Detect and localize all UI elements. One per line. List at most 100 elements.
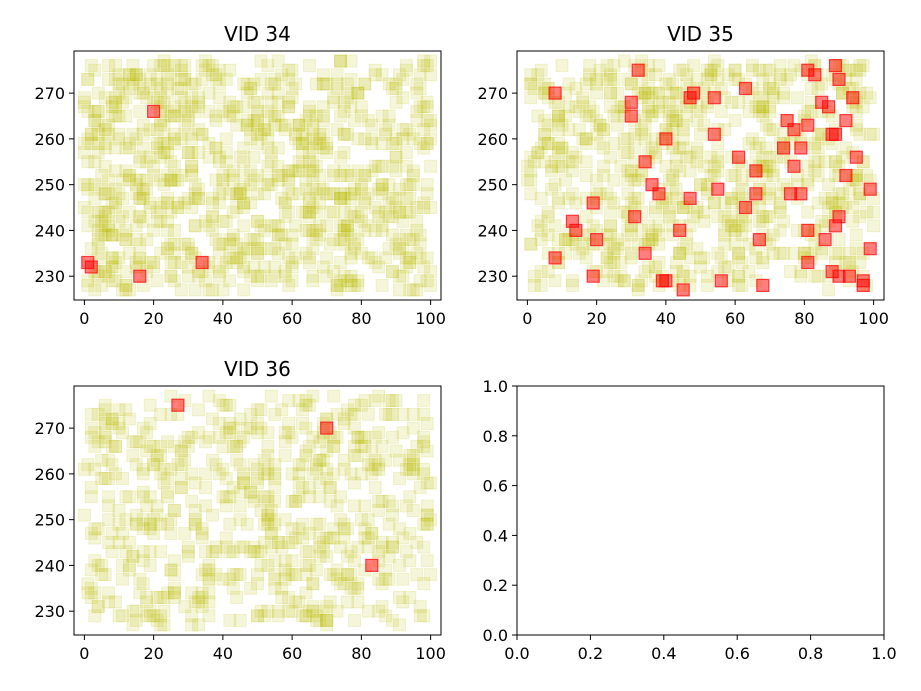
background-point bbox=[167, 109, 181, 123]
background-point bbox=[209, 141, 223, 155]
background-point bbox=[122, 246, 136, 260]
background-point bbox=[212, 77, 226, 91]
highlight-point bbox=[624, 95, 638, 109]
background-point bbox=[867, 205, 881, 219]
background-point bbox=[192, 618, 206, 632]
background-point bbox=[351, 274, 365, 288]
background-point bbox=[102, 453, 116, 467]
background-point bbox=[379, 251, 393, 265]
background-point bbox=[257, 467, 271, 481]
background-point bbox=[690, 146, 704, 160]
background-point bbox=[825, 191, 839, 205]
background-point bbox=[725, 219, 739, 233]
background-point bbox=[282, 205, 296, 219]
background-point bbox=[88, 462, 102, 476]
background-point bbox=[116, 95, 129, 109]
background-point bbox=[406, 407, 420, 421]
background-point bbox=[244, 269, 258, 283]
y-tick-label: 270 bbox=[477, 84, 508, 103]
background-point bbox=[154, 439, 168, 453]
background-point bbox=[645, 104, 659, 118]
background-point bbox=[98, 568, 112, 582]
background-point bbox=[292, 467, 306, 481]
y-tick-label: 250 bbox=[34, 511, 65, 530]
background-point bbox=[711, 164, 725, 178]
background-point bbox=[531, 219, 545, 233]
background-point bbox=[216, 283, 230, 297]
background-point bbox=[638, 118, 652, 132]
background-point bbox=[244, 581, 258, 595]
background-point bbox=[773, 196, 787, 210]
background-point bbox=[299, 223, 313, 237]
background-point bbox=[296, 517, 309, 531]
background-point bbox=[607, 196, 621, 210]
x-tick-label: 20 bbox=[143, 309, 163, 328]
background-point bbox=[327, 439, 341, 453]
background-point bbox=[576, 95, 590, 109]
background-point bbox=[223, 104, 237, 118]
background-point bbox=[704, 68, 718, 82]
background-point bbox=[247, 150, 261, 164]
background-point bbox=[323, 187, 337, 201]
background-point bbox=[704, 169, 718, 182]
background-point bbox=[112, 504, 126, 517]
background-point bbox=[143, 201, 157, 214]
background-point bbox=[212, 269, 226, 283]
background-point bbox=[102, 595, 116, 609]
background-point bbox=[251, 95, 264, 109]
background-point bbox=[188, 77, 202, 91]
background-point bbox=[129, 219, 143, 233]
background-point bbox=[756, 210, 770, 224]
background-point bbox=[244, 82, 258, 95]
background-point bbox=[212, 394, 226, 408]
background-point bbox=[330, 283, 344, 297]
background-point bbox=[81, 104, 95, 118]
background-point bbox=[292, 522, 306, 536]
background-point bbox=[732, 95, 746, 109]
background-point bbox=[88, 554, 102, 568]
background-point bbox=[334, 490, 348, 504]
background-point bbox=[233, 458, 247, 472]
background-point bbox=[524, 150, 538, 164]
background-point bbox=[773, 72, 787, 86]
background-point bbox=[271, 86, 285, 100]
background-point bbox=[140, 595, 154, 609]
background-point bbox=[842, 246, 856, 260]
background-point bbox=[174, 72, 188, 86]
background-point bbox=[178, 453, 192, 467]
background-point bbox=[337, 164, 351, 178]
background-point bbox=[403, 191, 417, 205]
background-point bbox=[825, 196, 839, 210]
background-point bbox=[652, 256, 666, 269]
background-point bbox=[289, 219, 303, 233]
background-point bbox=[579, 132, 593, 146]
background-point bbox=[174, 91, 188, 105]
background-point bbox=[254, 403, 268, 417]
background-point bbox=[752, 137, 766, 150]
background-point bbox=[524, 68, 538, 82]
background-point bbox=[424, 68, 438, 82]
background-point bbox=[161, 59, 174, 73]
background-point bbox=[375, 178, 389, 192]
background-point bbox=[268, 77, 282, 91]
background-point bbox=[167, 59, 181, 73]
background-point bbox=[621, 187, 635, 201]
background-point bbox=[299, 398, 313, 412]
highlight-point bbox=[738, 200, 753, 215]
background-point bbox=[330, 430, 344, 444]
background-point bbox=[313, 137, 327, 150]
background-point bbox=[358, 430, 372, 444]
background-point bbox=[84, 127, 98, 141]
background-point bbox=[88, 531, 102, 545]
background-point bbox=[707, 54, 721, 68]
background-point bbox=[341, 522, 354, 536]
background-point bbox=[337, 577, 351, 591]
background-point bbox=[700, 278, 714, 292]
background-point bbox=[157, 604, 171, 618]
background-point bbox=[223, 426, 237, 440]
highlight-point bbox=[707, 91, 721, 105]
background-point bbox=[735, 182, 749, 196]
background-point bbox=[811, 127, 825, 141]
background-point bbox=[382, 517, 396, 531]
background-point bbox=[323, 237, 337, 251]
